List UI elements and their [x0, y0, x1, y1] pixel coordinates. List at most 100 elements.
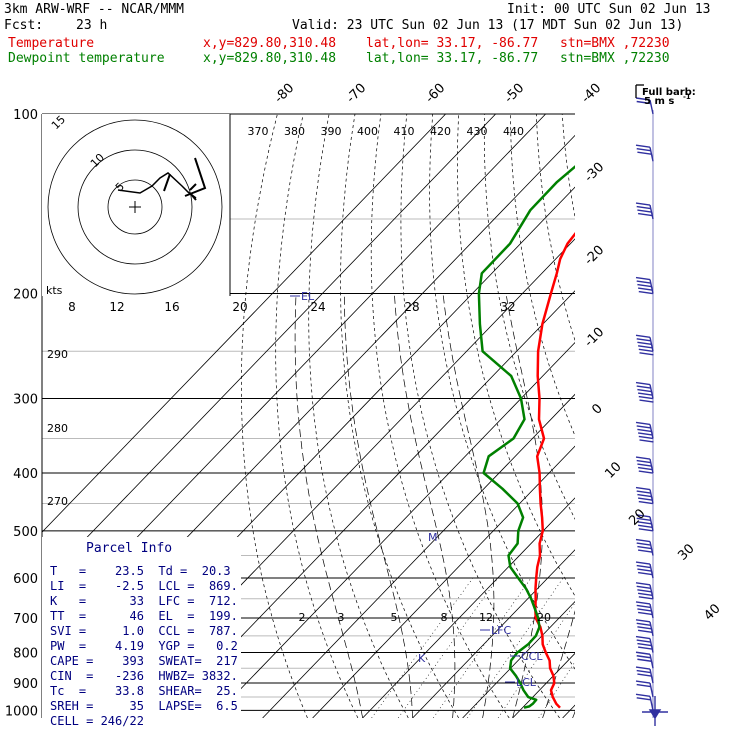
dry-adiabat	[429, 114, 575, 670]
fcst-value: 23 h	[76, 18, 108, 33]
isotherm	[462, 600, 575, 718]
pressure-tick-label: 900	[13, 677, 38, 692]
hodo-axis-tick: 28	[404, 300, 419, 314]
temp-axis-label: 20	[626, 506, 648, 528]
dry-adiabat	[308, 114, 409, 718]
pressure-tick-label: 300	[13, 393, 38, 408]
wind-barb	[635, 456, 654, 474]
hodo-axis-tick: 24	[310, 300, 325, 314]
moist-adiabat	[542, 610, 575, 718]
isotherm	[312, 445, 575, 718]
wind-barb	[635, 666, 654, 684]
wind-barb	[635, 651, 654, 669]
isotherm	[42, 114, 496, 585]
theta-label: 400	[357, 125, 378, 138]
wind-barb	[635, 144, 654, 162]
dewpoint-profile	[477, 165, 575, 709]
mixing-ratio-line	[497, 602, 575, 718]
moist-adiabat	[343, 293, 413, 718]
mixing-ratio-label: 8	[441, 611, 448, 624]
isotherm	[162, 290, 575, 718]
wind-barb	[635, 538, 654, 556]
hodo-trace	[117, 172, 197, 199]
mixing-ratio-label: 3	[338, 611, 345, 624]
parcel-info-row: T = 23.5 Td = 20.3	[50, 564, 231, 578]
dry-adiabat	[640, 114, 740, 718]
hodo-axis-tick: 8	[68, 300, 76, 314]
dew-loc-xy: x,y=829.80,310.48	[203, 51, 337, 66]
wind-barb	[635, 582, 654, 600]
init-time: Init: 00 UTC Sun 02 Jun 13	[507, 2, 711, 17]
theta-label: 390	[321, 125, 342, 138]
dry-adiabat	[457, 114, 575, 597]
parcel-info-row: TT = 46 EL = 199.	[50, 609, 238, 623]
pressure-tick-label: 600	[13, 572, 38, 587]
hodo-axis-tick: 12	[109, 300, 124, 314]
temp-axis-label: -50	[502, 81, 528, 107]
temp-axis-label: 0	[589, 401, 605, 417]
isotherm	[512, 652, 575, 718]
parcel-info-row: Tc = 33.8 SHEAR= 25.	[50, 684, 238, 698]
m-mark: M	[428, 531, 438, 544]
dry-adiabat	[483, 114, 575, 520]
parcel-info-row: CAPE = 393 SWEAT= 217	[50, 654, 238, 668]
wind-barb	[635, 202, 654, 220]
ccl-mark: CCL	[521, 650, 543, 663]
dry-adiabat	[370, 114, 510, 718]
moist-adiabat	[294, 293, 363, 718]
mixing-ratio-label: 20	[537, 611, 551, 624]
fcst-label: Fcst:	[4, 18, 44, 33]
wind-barb	[635, 486, 654, 505]
temp-axis-label: -20	[582, 243, 608, 269]
mixing-ratio-label: 2	[299, 611, 306, 624]
hodo-axis-tick: 20	[232, 300, 247, 314]
dry-adiabat	[692, 114, 740, 718]
valid-time: Valid: 23 UTC Sun 02 Jun 13 (17 MDT Sun …	[292, 18, 684, 33]
parcel-info-row: LI = -2.5 LCL = 869.	[50, 579, 238, 593]
temperature-profile	[534, 232, 575, 709]
parcel-info-row: PW = 4.19 YGP = 0.2	[50, 639, 238, 653]
temperature-legend: Temperature	[8, 36, 95, 51]
parcel-info-title: Parcel Info	[86, 541, 172, 556]
temp-axis-label: -60	[423, 81, 449, 107]
temp-loc-latlon: lat,lon= 33.17, -86.77	[366, 36, 539, 51]
pressure-tick-label: 700	[13, 612, 38, 627]
wind-barb	[635, 514, 654, 532]
hodo-axis-tick: 16	[164, 300, 179, 314]
hodo-ring	[47, 119, 223, 295]
temp-axis-label: -10	[582, 325, 608, 351]
wind-barb	[635, 635, 654, 653]
barb-legend-exp: -1	[683, 93, 691, 101]
temp-axis-label: -30	[582, 160, 608, 186]
wind-barb	[635, 693, 654, 711]
temp-axis-label: -80	[272, 81, 298, 107]
hodo-ring	[107, 179, 163, 235]
dew-loc-latlon: lat,lon= 33.17, -86.77	[366, 51, 539, 66]
temp-loc-xy: x,y=829.80,310.48	[203, 36, 337, 51]
wind-barb	[635, 276, 654, 295]
lcl-mark: LCL	[516, 676, 537, 689]
dewpoint-legend: Dewpoint temperature	[8, 51, 165, 66]
moist-adiabat	[442, 293, 495, 718]
dry-adiabat	[614, 114, 740, 718]
temp-axis-label: -70	[344, 81, 370, 107]
isotherm	[42, 114, 446, 533]
dry-adiabat	[275, 114, 359, 718]
wind-barb	[635, 381, 654, 403]
barb-legend-line1: Full barb:	[642, 87, 696, 98]
lfc-mark: LFC	[491, 624, 511, 637]
pressure-tick-label: 200	[13, 288, 38, 303]
isotherm	[613, 114, 740, 718]
dry-adiabat	[666, 114, 740, 718]
temp-axis-label: 10	[602, 459, 624, 481]
mixing-ratio-line	[371, 577, 474, 718]
dry-adiabat	[588, 114, 740, 718]
dry-adiabat	[241, 114, 308, 718]
moist-adiabat	[394, 293, 456, 718]
model-title: 3km ARW-WRF -- NCAR/MMM	[4, 2, 185, 17]
wind-barb	[635, 421, 654, 443]
hodo-storm-motion	[163, 157, 207, 201]
barb-legend: Full barb: 5 m s -1	[635, 84, 696, 107]
theta-label-left: 290	[47, 348, 68, 361]
